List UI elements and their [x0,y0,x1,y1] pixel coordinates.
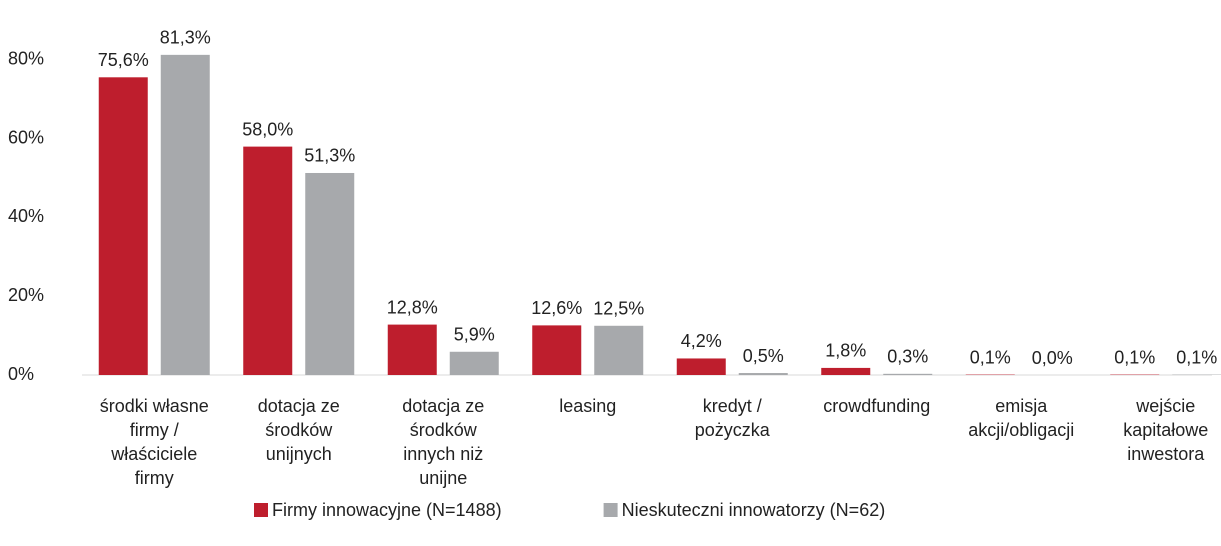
bar [883,373,933,375]
value-label: 51,3% [304,146,355,166]
x-tick-label: pożyczka [695,420,771,440]
value-label: 0,1% [970,347,1011,367]
value-label: 12,6% [531,298,582,318]
x-tick-label: kredyt / [703,396,762,416]
y-tick-label: 40% [8,206,44,226]
bar [243,146,293,375]
value-label: 0,1% [1176,347,1217,367]
x-tick-label: unijnych [266,444,332,464]
bar [305,172,355,375]
bar [98,77,148,375]
y-tick-label: 0% [8,364,34,384]
x-tick-label: środków [410,420,478,440]
x-tick-label: dotacja ze [402,396,484,416]
bar [532,325,582,375]
value-label: 5,9% [454,325,495,345]
bar [676,358,726,375]
x-tick-label: inwestora [1127,444,1205,464]
bar [738,373,788,375]
x-tick-label: firmy / [130,420,179,440]
x-tick-label: wejście [1135,396,1195,416]
value-label: 1,8% [825,341,866,361]
bar [594,325,644,375]
x-tick-label: unijne [419,468,467,488]
y-tick-label: 80% [8,49,44,69]
bar [449,351,499,375]
value-label: 75,6% [98,50,149,70]
legend-label: Firmy innowacyjne (N=1488) [272,500,502,520]
bar [160,54,210,375]
value-label: 0,1% [1114,347,1155,367]
x-tick-label: właściciele [110,444,197,464]
legend-label: Nieskuteczni innowatorzy (N=62) [622,500,886,520]
x-tick-label: środków [265,420,333,440]
y-tick-label: 20% [8,285,44,305]
x-tick-label: firmy [135,468,174,488]
legend-swatch [254,503,268,517]
value-label: 0,5% [743,346,784,366]
value-label: 12,5% [593,299,644,319]
x-tick-label: środki własne [100,396,209,416]
value-label: 12,8% [387,297,438,317]
value-label: 58,0% [242,119,293,139]
x-tick-label: emisja [995,396,1048,416]
value-label: 81,3% [160,28,211,48]
value-label: 0,3% [887,347,928,367]
value-label: 0,0% [1032,348,1073,368]
bar [387,324,437,375]
value-label: 4,2% [681,331,722,351]
x-tick-label: crowdfunding [823,396,930,416]
x-tick-label: leasing [559,396,616,416]
y-tick-label: 60% [8,127,44,147]
x-tick-label: innych niż [403,444,483,464]
x-tick-label: dotacja ze [258,396,340,416]
bar [821,367,871,375]
legend-swatch [603,503,618,517]
x-tick-label: akcji/obligacji [968,420,1074,440]
x-tick-label: kapitałowe [1123,420,1208,440]
